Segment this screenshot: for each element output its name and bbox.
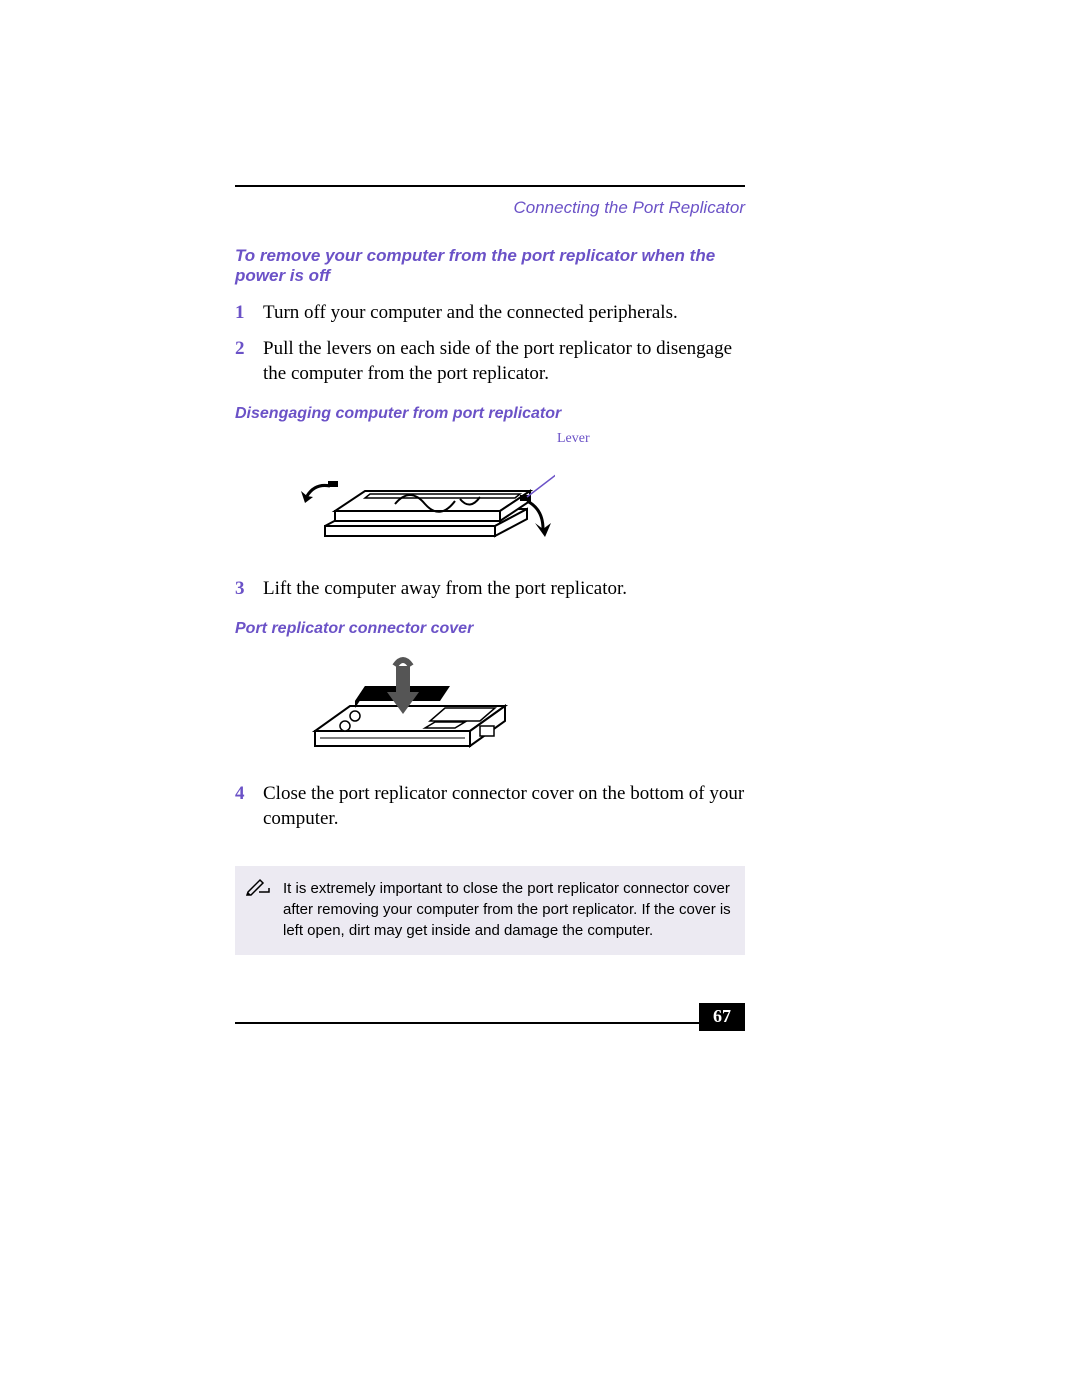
- step-1: 1 Turn off your computer and the connect…: [235, 300, 745, 326]
- figure-1-caption: Disengaging computer from port replicato…: [235, 405, 745, 423]
- pencil-note-icon: [245, 876, 273, 902]
- port-replicator-illustration-1: [295, 431, 555, 561]
- note-box: It is extremely important to close the p…: [235, 866, 745, 955]
- step-number: 3: [235, 576, 245, 602]
- bottom-rule: [235, 1022, 745, 1024]
- port-replicator-illustration-2: [295, 646, 525, 766]
- step-text: Close the port replicator connector cove…: [263, 783, 744, 830]
- step-number: 1: [235, 300, 245, 326]
- step-text: Pull the levers on each side of the port…: [263, 338, 732, 385]
- figure-2: [295, 646, 745, 771]
- top-rule: [235, 185, 745, 187]
- step-number: 2: [235, 336, 245, 362]
- step-text: Lift the computer away from the port rep…: [263, 578, 627, 599]
- page-number: 67: [699, 1003, 745, 1031]
- step-text: Turn off your computer and the connected…: [263, 302, 678, 323]
- figure-2-caption: Port replicator connector cover: [235, 620, 745, 638]
- step-4: 4 Close the port replicator connector co…: [235, 781, 745, 832]
- running-header: Connecting the Port Replicator: [513, 198, 745, 218]
- content-area: To remove your computer from the port re…: [235, 246, 745, 955]
- step-2: 2 Pull the levers on each side of the po…: [235, 336, 745, 387]
- figure-1-callout-label: Lever: [557, 431, 590, 447]
- step-number: 4: [235, 781, 245, 807]
- note-text: It is extremely important to close the p…: [283, 880, 731, 939]
- step-3: 3 Lift the computer away from the port r…: [235, 576, 745, 602]
- page: Connecting the Port Replicator To remove…: [0, 0, 1080, 1397]
- figure-1: Lever: [295, 431, 745, 566]
- section-title: To remove your computer from the port re…: [235, 246, 745, 286]
